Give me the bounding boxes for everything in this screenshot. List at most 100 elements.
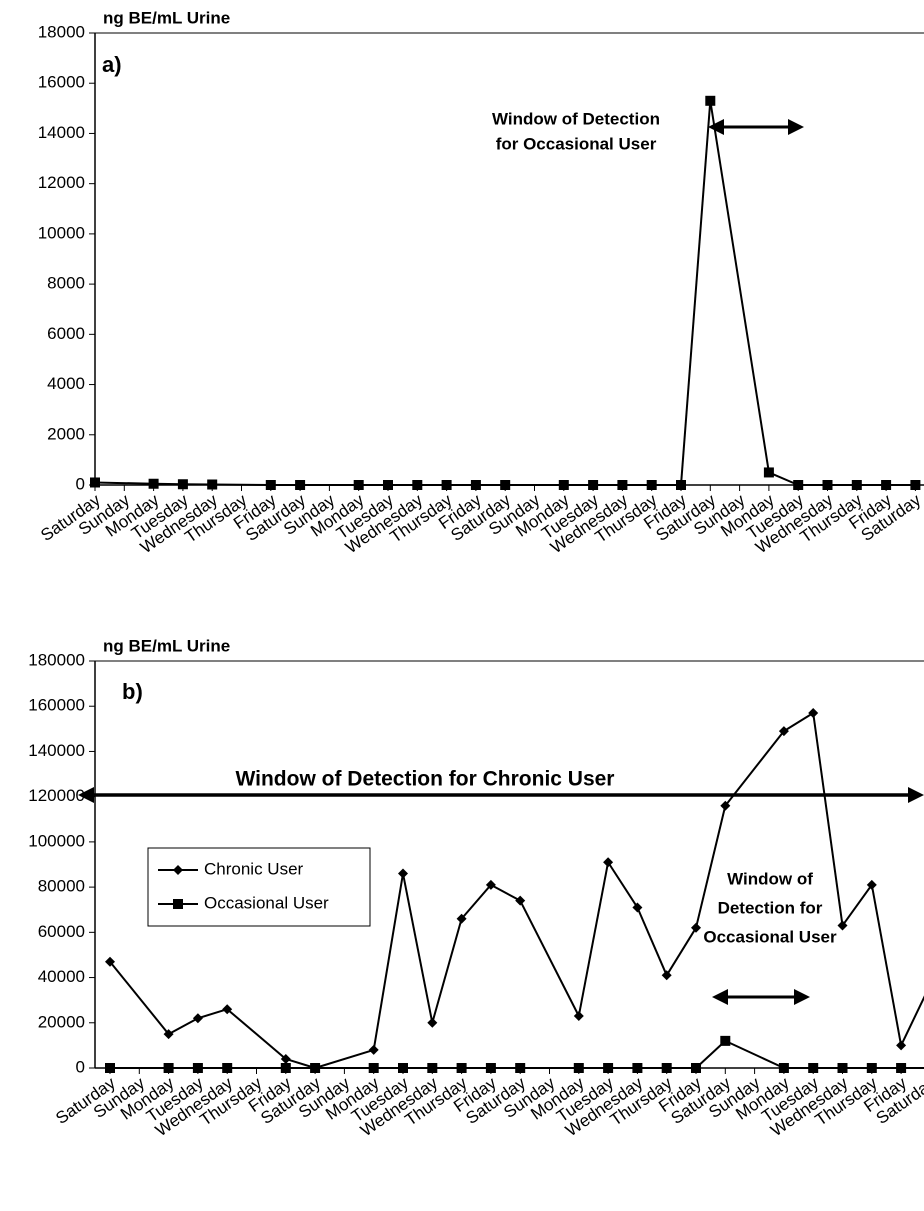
data-point [485,879,496,890]
data-point [881,480,892,490]
data-point [207,479,218,490]
series-segment [636,907,668,976]
panel-label: a) [102,52,122,77]
y-tick-label: 6000 [47,324,85,343]
series-segment [812,712,844,926]
series-segment [870,884,903,1046]
data-point [368,1044,379,1055]
y-axis-label: ng BE/mL Urine [103,636,230,655]
data-point [808,708,819,719]
data-point [661,970,672,981]
annotation: Occasional User [703,927,837,946]
y-tick-label: 8000 [47,274,85,293]
series-segment [665,927,697,976]
y-tick-label: 2000 [47,424,85,443]
data-point [177,479,188,490]
y-tick-label: 18000 [38,22,85,41]
data-point [866,1063,877,1073]
series-segment [577,862,610,1017]
data-point [822,480,833,490]
annotation: Window of Detection [492,109,660,128]
data-point [720,1035,731,1046]
data-point [500,480,511,490]
y-tick-label: 180000 [28,650,85,669]
data-point [456,1063,467,1073]
series-segment [372,873,404,1051]
series-segment [168,1017,199,1035]
legend-box [147,847,371,927]
series-segment [724,1039,785,1069]
series-segment [724,730,785,807]
arrow-head [78,787,94,803]
data-point [353,480,364,490]
data-point [310,1063,321,1073]
data-point [588,480,599,490]
data-point [265,480,276,490]
data-point [691,1063,701,1073]
series-segment [695,805,727,929]
series-segment [841,884,873,927]
legend-marker [173,865,183,875]
data-point [105,956,115,967]
series-segment [490,883,521,902]
annotation: Window of [727,869,813,888]
legend-label: Chronic User [204,859,304,878]
series-segment [212,483,271,486]
arrow-head [712,989,728,1005]
data-point [720,800,731,811]
series-segment [109,961,170,1035]
y-tick-label: 60000 [38,922,85,941]
series-segment [783,712,814,732]
data-point [837,1063,848,1073]
series-segment [709,100,770,473]
y-tick-label: 10000 [38,223,85,242]
y-tick-label: 4000 [47,374,85,393]
data-point [470,480,481,490]
data-point [866,879,877,890]
y-tick-label: 80000 [38,877,85,896]
data-point [808,1063,819,1073]
legend-label: Occasional User [204,893,329,912]
data-point [778,1063,789,1073]
y-tick-label: 12000 [38,173,85,192]
data-point [368,1063,379,1073]
y-tick-label: 16000 [38,73,85,92]
arrow-head [908,787,924,803]
y-tick-label: 14000 [38,123,85,142]
data-point [793,480,804,490]
annotation: Window of Detection for Chronic User [236,768,615,791]
data-point [456,913,467,924]
data-point [573,1010,584,1021]
data-point [558,480,569,490]
data-point [222,1004,233,1015]
data-point [485,1063,496,1073]
series-segment [431,918,463,1024]
data-point [632,902,643,913]
data-point [646,480,657,490]
y-tick-label: 0 [76,1057,85,1076]
legend-marker [173,899,183,909]
data-point [515,1063,526,1073]
data-point [295,480,306,490]
data-point [851,480,862,490]
data-point [398,868,408,879]
data-point [441,480,452,490]
data-point [632,1063,643,1073]
data-point [412,480,423,490]
y-tick-label: 140000 [28,741,85,760]
data-point [910,480,921,490]
annotation: Detection for [718,898,823,917]
data-point [280,1053,291,1064]
data-point [603,1063,614,1073]
panel-label: b) [122,679,143,704]
series-segment [402,873,434,1023]
data-point [661,1063,672,1073]
series-segment [94,481,154,485]
y-tick-label: 160000 [28,696,85,715]
data-point [280,1063,291,1073]
data-point [148,478,159,489]
series-segment [460,884,492,920]
series-segment [519,900,580,1017]
data-point [90,477,100,488]
